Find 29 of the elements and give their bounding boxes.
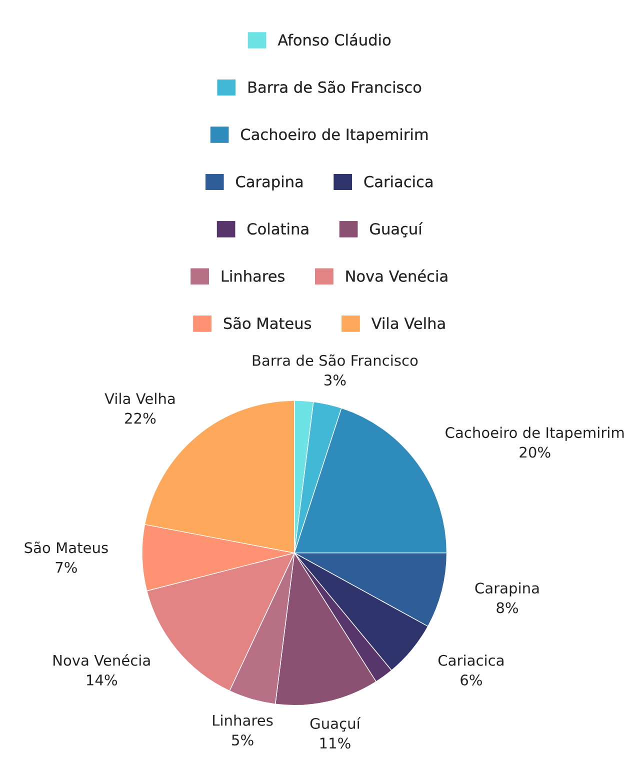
legend-label: Barra de São Francisco (248, 80, 422, 93)
slice-label: Barra de São Francisco (252, 354, 418, 366)
data-label: 5% (232, 734, 254, 746)
legend-label: Cachoeiro de Itapemirim (241, 128, 428, 144)
legend-label: São Mateus (224, 317, 312, 330)
legend-label: Carapina (236, 176, 302, 190)
data-label: 20% (520, 446, 550, 458)
legend-label: Guaçuí (370, 222, 423, 238)
data-label: 3% (324, 374, 346, 386)
data-label: 8% (496, 602, 518, 614)
slice-label: Carapina (475, 582, 539, 596)
data-label: 11% (320, 738, 350, 749)
legend-label: Colatina (248, 222, 308, 235)
data-label: 22% (125, 412, 156, 424)
legend-label: Cariacica (364, 176, 432, 188)
data-label: 7% (56, 562, 77, 573)
legend-label: Afonso Cláudio (278, 33, 391, 46)
slice-label: Linhares (213, 714, 273, 726)
data-label: 6% (460, 674, 482, 686)
legend-label: Vila Velha (371, 317, 445, 330)
legend-label: Nova Venécia (346, 269, 448, 282)
slice-label: Guaçuí (310, 717, 361, 732)
data-label: 14% (87, 674, 118, 686)
slice-label: Cariacica (438, 654, 504, 666)
slice-label: Cachoeiro de Itapemirim (446, 426, 624, 441)
slice-label: Vila Velha (104, 392, 175, 404)
slice-label: São Mateus (24, 542, 108, 554)
slice-label: Nova Venécia (54, 654, 150, 666)
legend-label: Linhares (222, 270, 284, 282)
